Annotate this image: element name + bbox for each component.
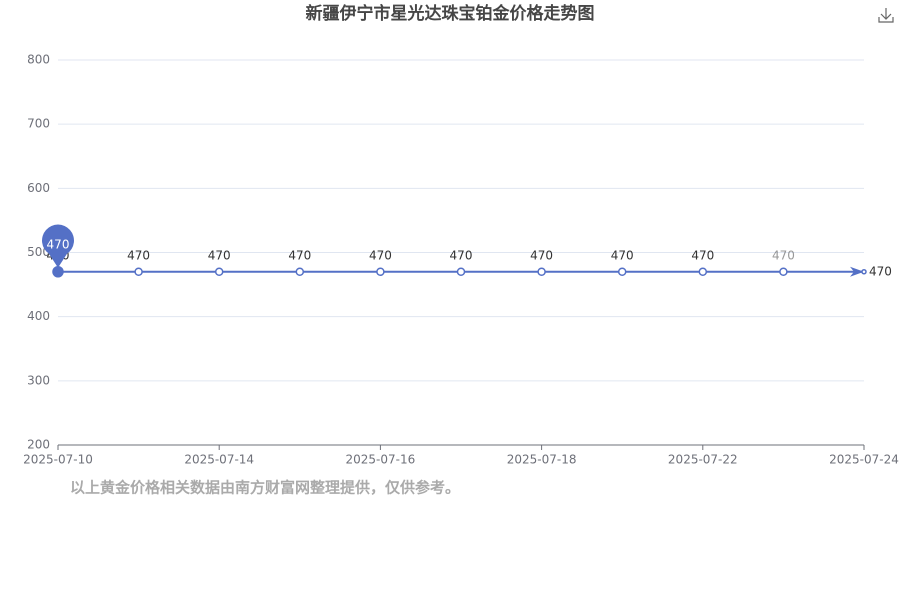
footnote: 以上黄金价格相关数据由南方财富网整理提供，仅供参考。 [70,479,460,497]
x-tick-label: 2025-07-18 [507,453,577,467]
data-label: 470 [869,264,892,278]
data-point [537,267,546,276]
y-tick-label: 200 [27,438,50,452]
data-point [698,267,708,276]
y-tick-label: 800 [27,53,50,67]
y-tick-label: 300 [27,373,50,387]
x-tick-label: 2025-07-10 [23,453,93,467]
data-point [456,267,466,276]
y-tick-label: 600 [27,181,50,195]
y-tick-label: 400 [27,309,50,323]
data-point [295,267,305,276]
data-point [779,267,788,276]
x-tick-label: 2025-07-24 [829,453,899,467]
data-point [376,267,385,276]
x-tick-label: 2025-07-22 [668,453,738,467]
data-label: 470 [530,248,553,262]
x-tick-label: 2025-07-16 [346,453,416,467]
data-label: 470 [450,248,473,262]
data-point [134,267,143,276]
max-pin-label: 470 [47,237,70,251]
download-button[interactable] [878,8,894,23]
data-label: 470 [208,248,231,262]
data-label: 470 [611,248,634,262]
data-point [52,266,64,278]
y-tick-label: 700 [27,117,50,131]
chart-title: 新疆伊宁市星光达珠宝铂金价格走势图 [306,3,595,24]
data-label: 470 [288,248,311,262]
data-label: 470 [369,248,392,262]
data-point [861,269,867,275]
line-arrow [850,266,864,277]
data-label: 470 [691,248,714,262]
x-tick-label: 2025-07-14 [184,453,254,467]
data-point [214,267,224,276]
max-pin [41,224,74,268]
data-label: 470 [127,248,150,262]
data-label: 470 [772,248,795,262]
data-point [617,267,627,276]
